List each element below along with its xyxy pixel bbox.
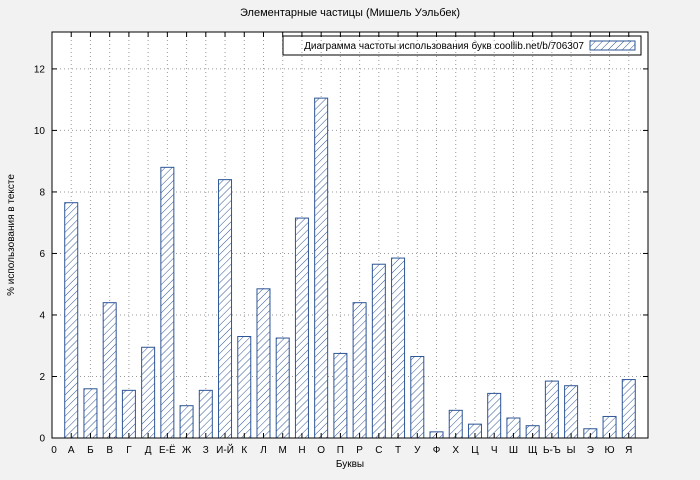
xtick-label: Ц	[471, 445, 479, 456]
xtick-label: Ч	[491, 445, 498, 456]
bar	[275, 337, 290, 439]
bar	[621, 379, 636, 439]
xtick-label: З	[203, 445, 209, 456]
grid	[52, 32, 648, 438]
xtick-label: Ж	[182, 445, 192, 456]
xtick-label: Л	[260, 445, 267, 456]
x-axis-label: Буквы	[336, 459, 364, 470]
ytick-label: 2	[39, 372, 45, 383]
xtick-label: Р	[356, 445, 363, 456]
xtick-label: П	[337, 445, 344, 456]
bar	[198, 389, 213, 439]
xtick-label: Е-Ё	[159, 444, 176, 456]
bar	[121, 389, 136, 439]
bar	[391, 257, 406, 439]
bar	[160, 166, 175, 439]
legend-swatch	[589, 40, 636, 51]
ytick-label: 12	[34, 64, 46, 75]
bar	[352, 302, 367, 439]
xtick-label: Х	[452, 445, 459, 456]
xtick-label: О	[317, 445, 325, 456]
xtick-label: С	[375, 445, 382, 456]
bar	[544, 380, 559, 439]
xtick-label: Ш	[509, 445, 518, 456]
bar	[371, 263, 386, 439]
bar	[64, 202, 79, 439]
xtick-label: М	[279, 445, 287, 456]
xtick-label: Т	[395, 445, 401, 456]
xtick-label: И-Й	[216, 443, 234, 456]
tick-labels: 0 2 4 6 8 10 12 А Б В Г Д Е-Ё Ж З И-Й К Л М Н О П Р С Т У Ф Х Ц Ч Ш Щ Ь-…	[34, 64, 633, 456]
legend: Диаграмма частоты использования букв coo…	[282, 35, 642, 56]
bar	[333, 352, 348, 439]
xtick-label: Щ	[528, 445, 537, 456]
legend-border	[282, 35, 642, 56]
ytick-label: 8	[39, 187, 45, 198]
xtick-label: Ю	[604, 445, 614, 456]
xtick-label: Г	[126, 445, 132, 456]
xtick-label: Ь-Ъ	[543, 445, 561, 456]
chart-title: Элементарные частицы (Мишель Уэльбек)	[240, 7, 460, 19]
xtick-label: Н	[298, 445, 305, 456]
xtick-label: Б	[87, 445, 94, 456]
bar	[102, 302, 117, 439]
bar	[314, 97, 329, 439]
bar	[218, 179, 233, 439]
bar	[237, 336, 252, 439]
xtick-label: Я	[625, 445, 632, 456]
xtick-label: Э	[587, 445, 594, 456]
plot-border	[51, 31, 649, 439]
xtick-origin-label: 0	[51, 445, 57, 456]
bar	[564, 385, 579, 439]
xtick-label: К	[241, 445, 247, 456]
y-axis-label: % использования в тексте	[6, 174, 17, 296]
xtick-label: А	[68, 445, 75, 456]
xtick-label: Ы	[567, 445, 576, 456]
xtick-label: Ф	[433, 445, 441, 456]
bar	[410, 355, 425, 439]
xtick-label: В	[106, 445, 113, 456]
legend-label: Диаграмма частоты использования букв coo…	[304, 40, 584, 52]
bar	[83, 388, 98, 439]
bar	[141, 346, 156, 439]
ytick-label: 0	[39, 434, 45, 445]
bar	[487, 392, 502, 439]
ytick-label: 4	[39, 310, 45, 321]
ytick-label: 6	[39, 249, 45, 260]
xtick-label: Д	[145, 445, 152, 456]
bar	[294, 217, 309, 439]
xtick-label: У	[414, 445, 421, 456]
bar	[256, 288, 271, 439]
ytick-label: 10	[34, 126, 46, 137]
